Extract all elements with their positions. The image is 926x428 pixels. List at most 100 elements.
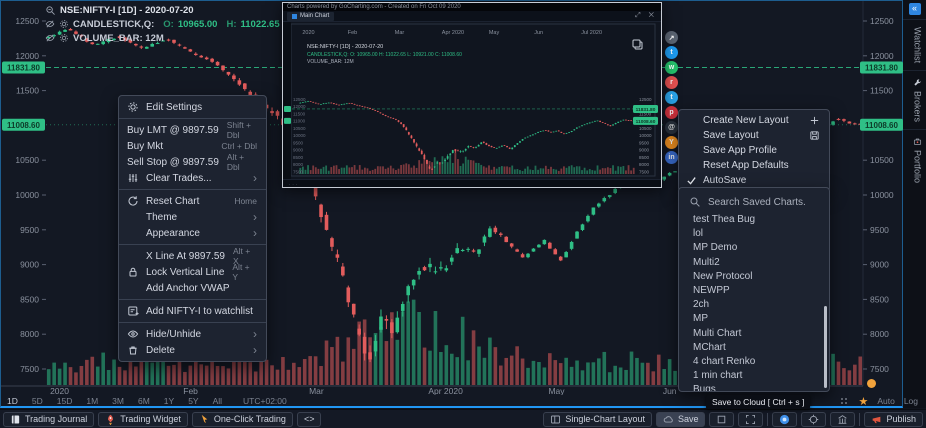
sidebar-tab-portfolio[interactable]: Portfolio — [903, 129, 926, 190]
range-1y[interactable]: 1Y — [163, 396, 175, 406]
star-icon[interactable]: ★ — [858, 395, 869, 408]
layout-menu-item[interactable]: Create New Layout — [679, 113, 829, 128]
svg-text:11831.80: 11831.80 — [636, 107, 656, 113]
target-icon — [808, 414, 819, 425]
menu-shortcut: Home — [234, 196, 257, 206]
sidebar-tab-brokers[interactable]: Brokers — [903, 70, 926, 129]
menu-item[interactable]: Add Anchor VWAP — [119, 280, 266, 296]
menu-item[interactable]: Add NIFTY-I to watchlist — [119, 303, 266, 319]
saved-chart-item[interactable]: 4 chart Renko — [693, 355, 756, 367]
chevron-right-icon: › — [253, 226, 257, 240]
menu-item[interactable]: Theme › — [119, 209, 266, 225]
timezone-label[interactable]: UTC+02:00 — [243, 396, 287, 406]
svg-text:9000: 9000 — [20, 260, 39, 270]
saved-chart-item[interactable]: MP — [693, 313, 708, 325]
share-telegram-icon[interactable]: t — [665, 91, 678, 104]
price-axis-labels[interactable]: 12500 12500 12000 12000 11500 11500 10500 10500… — [15, 16, 894, 374]
chart-snapshot-popup[interactable]: Charts powered by GoCharting.com - Creat… — [282, 2, 662, 188]
target-button[interactable] — [801, 411, 827, 427]
saved-chart-item[interactable]: MP Demo — [693, 242, 738, 254]
saved-chart-item[interactable]: Bugs — [693, 384, 716, 392]
saved-chart-item[interactable]: test Thea Bug — [693, 214, 756, 225]
x-axis-labels[interactable]: 2020 Feb Mar Apr 2020 May Jun — [50, 386, 677, 395]
grid-icon[interactable] — [839, 396, 849, 406]
share-twitter-icon[interactable]: t — [665, 46, 678, 59]
menu-item-label: Delete — [146, 344, 175, 356]
collapse-sidebar-icon[interactable]: « — [908, 3, 921, 15]
menu-item[interactable]: Edit Settings — [119, 99, 266, 115]
saved-chart-item[interactable]: New Protocol — [693, 270, 753, 282]
share-pinterest-icon[interactable]: p — [665, 106, 678, 119]
gear-icon[interactable] — [59, 33, 69, 43]
log-scale-toggle[interactable]: Log — [903, 396, 918, 406]
trading-journal-button[interactable]: Trading Journal — [3, 411, 95, 427]
saved-chart-item[interactable]: MChart — [693, 341, 726, 353]
range-5y[interactable]: 5Y — [188, 396, 199, 406]
share-share-link-icon[interactable]: ↗ — [665, 31, 678, 44]
trading-widget-button[interactable]: Trading Widget — [98, 411, 188, 427]
saved-chart-item[interactable]: NEWPP — [693, 284, 730, 296]
share-email-icon[interactable]: @ — [665, 121, 678, 134]
range-5d[interactable]: 5D — [31, 396, 43, 406]
menu-shortcut: Alt + X — [232, 246, 251, 266]
eye-slash-icon[interactable] — [45, 19, 55, 29]
eye-slash-icon[interactable] — [45, 33, 55, 43]
saved-chart-item[interactable]: Multi2 — [693, 256, 720, 268]
auto-scale-toggle[interactable]: Auto — [877, 396, 895, 406]
expand-button[interactable] — [738, 411, 764, 427]
menu-item[interactable]: Lock Vertical Line Alt + Y — [119, 262, 266, 282]
saved-chart-item[interactable]: lol — [693, 228, 704, 240]
replay-marker-dot[interactable] — [867, 379, 876, 388]
range-1d[interactable]: 1D — [7, 396, 18, 406]
menu-item[interactable]: Buy LMT @ 9897.59 Shift + Dbl — [119, 120, 266, 140]
range-15d[interactable]: 15D — [56, 396, 73, 406]
save-button[interactable]: Save — [655, 411, 706, 427]
menu-item[interactable]: Hide/Unhide › — [119, 326, 266, 342]
layout-menu-item[interactable]: Save App Profile — [679, 143, 829, 158]
menu-item[interactable]: Delete › — [119, 342, 266, 358]
share-reddit-icon[interactable]: r — [665, 76, 678, 89]
camera-button[interactable] — [772, 411, 798, 427]
sidebar-tab-label: Watchlist — [912, 27, 923, 64]
saved-chart-item[interactable]: 1 min chart — [693, 370, 743, 382]
share-whatsapp-icon[interactable]: w — [665, 61, 678, 74]
square-button[interactable] — [709, 411, 735, 427]
menu-item[interactable]: Sell Stop @ 9897.59 Alt + Dbl — [119, 152, 266, 172]
snapshot-tabrow: Main Chart ⤢ ✕ — [283, 11, 661, 22]
layout-menu-item[interactable]: AutoSave — [679, 173, 829, 188]
range-1m[interactable]: 1M — [86, 396, 99, 406]
columns-button[interactable] — [830, 411, 856, 427]
-button[interactable]: <> — [296, 411, 322, 427]
chevron-right-icon: › — [253, 343, 257, 357]
snapshot-window-icons[interactable]: ⤢ ✕ — [635, 12, 657, 19]
single-chart-layout-button[interactable]: Single-Chart Layout — [543, 411, 652, 427]
menu-item[interactable]: Clear Trades... › — [119, 170, 266, 186]
share-hackernews-icon[interactable]: Y — [665, 136, 678, 149]
svg-text:Feb: Feb — [348, 30, 357, 36]
saved-chart-item[interactable]: Multi Chart — [693, 327, 742, 339]
svg-text:10500: 10500 — [639, 126, 652, 131]
layout-menu-item[interactable]: Reset App Defaults — [679, 158, 829, 173]
saved-charts-search[interactable]: Search Saved Charts. — [679, 191, 829, 213]
range-3m[interactable]: 3M — [112, 396, 124, 406]
menu-item[interactable]: Appearance › — [119, 225, 266, 241]
menu-item[interactable]: X Line At 9897.59 Alt + X — [119, 246, 266, 266]
snapshot-tab[interactable]: Main Chart — [287, 11, 335, 21]
bottom-taskbar: Trading Journal Trading Widget One-Click T… — [0, 409, 926, 428]
layout-menu-item[interactable]: Save Layout — [679, 128, 829, 143]
saved-chart-item[interactable]: 2ch — [693, 299, 710, 311]
publish-button[interactable]: Publish — [864, 411, 923, 427]
range-6m[interactable]: 6M — [137, 396, 150, 406]
zoom-out-icon[interactable] — [45, 5, 56, 16]
sidebar-tab-watchlist[interactable]: Watchlist — [903, 19, 926, 70]
range-all[interactable]: All — [212, 396, 223, 406]
share-linkedin-icon[interactable]: in — [665, 151, 678, 164]
sidebar-tabs: Watchlist Brokers Portfolio — [903, 19, 926, 190]
svg-text:8000: 8000 — [293, 162, 304, 167]
one-click-trading-button[interactable]: One-Click Trading — [191, 411, 293, 427]
menu-item[interactable]: Reset Chart Home — [119, 193, 266, 209]
scrollbar-thumb[interactable] — [824, 306, 827, 388]
gear-icon[interactable] — [59, 19, 69, 29]
svg-text:12000: 12000 — [15, 51, 39, 61]
menu-item[interactable]: Buy Mkt Ctrl + Dbl — [119, 138, 266, 154]
